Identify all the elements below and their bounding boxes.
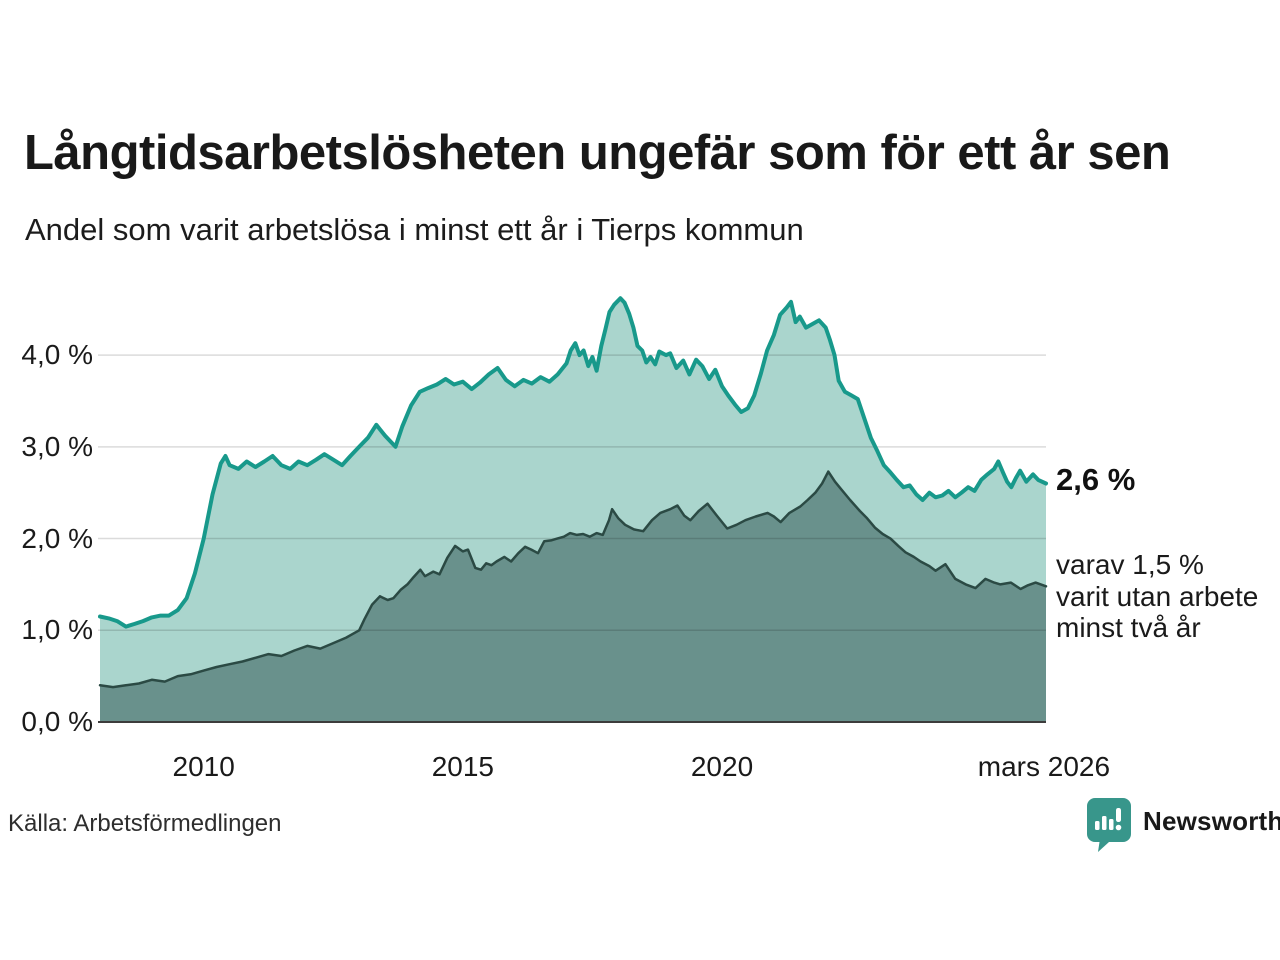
- sub-annotation: varav 1,5 % varit utan arbete minst två …: [1056, 549, 1259, 643]
- page-title: Långtidsarbetslösheten ungefär som för e…: [24, 126, 1171, 180]
- end-value-label: 2,6 %: [1056, 462, 1136, 497]
- y-tick-label: 0,0 %: [21, 706, 93, 737]
- source-note: Källa: Arbetsförmedlingen: [8, 810, 282, 837]
- x-tick-label: 2020: [690, 751, 754, 782]
- y-tick-label: 1,0 %: [21, 614, 93, 646]
- x-tick-label: mars 2026: [977, 751, 1111, 782]
- x-tick-label: 2010: [172, 751, 235, 782]
- page-subtitle: Andel som varit arbetslösa i minst ett å…: [25, 212, 804, 247]
- newsworthy-wordmark: Newsworthy: [1143, 806, 1280, 836]
- newsworthy-logo: Newsworthy: [1086, 797, 1280, 853]
- newsworthy-logo-icon: [1087, 798, 1131, 852]
- x-tick-label: 2015: [431, 751, 494, 782]
- y-tick-label: 3,0 %: [21, 430, 93, 462]
- y-tick-label: 4,0 %: [21, 339, 93, 371]
- y-tick-label: 2,0 %: [21, 522, 93, 554]
